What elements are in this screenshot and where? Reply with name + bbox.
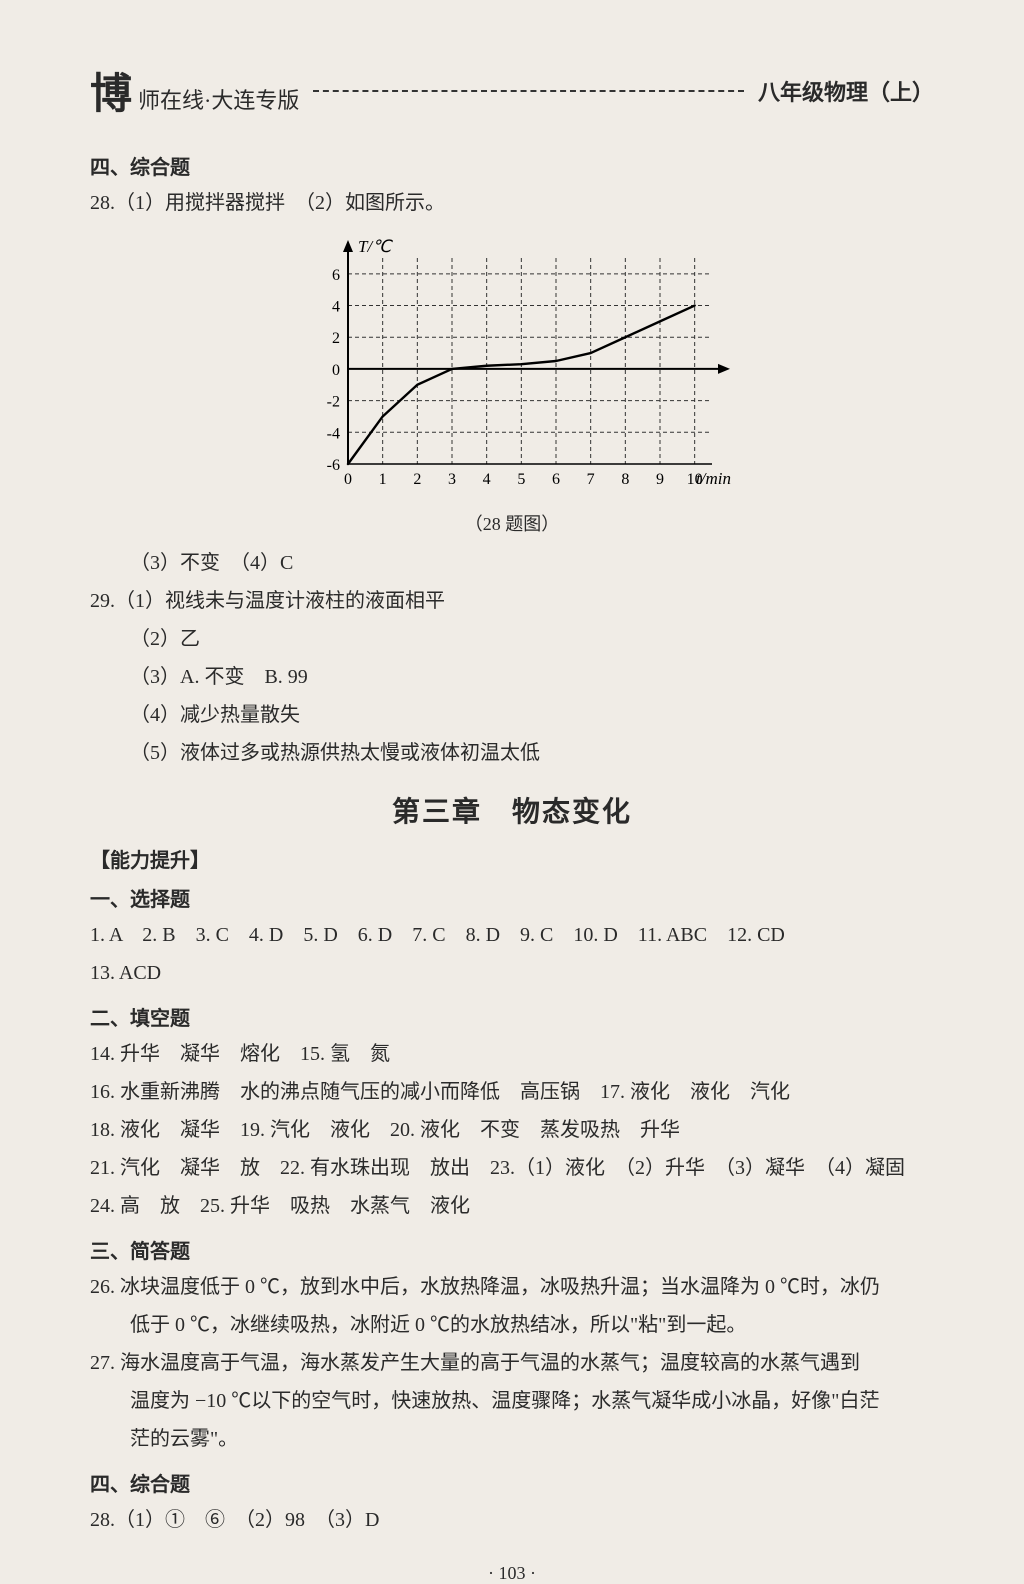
subheading-3: 三、简答题 [90, 1235, 934, 1264]
brand: 博 师在线·大连专版 [90, 60, 299, 121]
svg-text:-2: -2 [327, 394, 340, 411]
subheading-1: 一、选择题 [90, 883, 934, 912]
svg-text:T/℃: T/℃ [358, 238, 393, 256]
chart-caption: （28 题图） [90, 510, 934, 536]
temperature-chart: -6-4-20246012345678910T/℃t/min [292, 238, 732, 498]
q29-line-4: （4）减少热量散失 [90, 696, 934, 734]
svg-text:2: 2 [332, 330, 340, 347]
q29-line-1: 29.（1）视线未与温度计液柱的液面相平 [90, 582, 934, 620]
page-number: · 103 · [90, 1563, 934, 1584]
fill-24: 24. 高 放 25. 升华 吸热 水蒸气 液化 [90, 1187, 934, 1225]
subheading-4: 四、综合题 [90, 1468, 934, 1497]
brand-subtitle: 师在线·大连专版 [138, 83, 299, 115]
comp2-28: 28.（1）① ⑥ （2）98 （3）D [90, 1501, 934, 1539]
q28-line-2: （3）不变 （4）C [90, 544, 934, 582]
ability-heading: 【能力提升】 [90, 844, 934, 873]
q29-line-3: （3）A. 不变 B. 99 [90, 658, 934, 696]
chapter-title: 第三章 物态变化 [90, 790, 934, 830]
svg-text:4: 4 [483, 471, 491, 488]
page-header: 博 师在线·大连专版 八年级物理（上） [90, 60, 934, 121]
svg-text:3: 3 [448, 471, 456, 488]
brand-logo-char: 博 [90, 60, 132, 121]
fill-21: 21. 汽化 凝华 放 22. 有水珠出现 放出 23.（1）液化 （2）升华 … [90, 1149, 934, 1187]
fill-16: 16. 水重新沸腾 水的沸点随气压的减小而降低 高压锅 17. 液化 液化 汽化 [90, 1073, 934, 1111]
svg-text:0: 0 [344, 471, 352, 488]
svg-text:4: 4 [332, 299, 340, 316]
short-27-a: 27. 海水温度高于气温，海水蒸发产生大量的高于气温的水蒸气；温度较高的水蒸气遇… [90, 1344, 934, 1382]
svg-text:6: 6 [552, 471, 560, 488]
short-26-a: 26. 冰块温度低于 0 ℃，放到水中后，水放热降温，冰吸热升温；当水温降为 0… [90, 1268, 934, 1306]
chart-q28: -6-4-20246012345678910T/℃t/min [90, 238, 934, 504]
header-divider [313, 90, 744, 92]
svg-text:5: 5 [517, 471, 525, 488]
svg-text:6: 6 [332, 267, 340, 284]
svg-text:2: 2 [413, 471, 421, 488]
svg-text:-6: -6 [327, 457, 340, 474]
mcq-row-2: 13. ACD [90, 954, 934, 992]
mcq-row-1: 1. A 2. B 3. C 4. D 5. D 6. D 7. C 8. D … [90, 916, 934, 954]
q29-line-2: （2）乙 [90, 620, 934, 658]
subject-label: 八年级物理（上） [758, 75, 934, 107]
subheading-2: 二、填空题 [90, 1002, 934, 1031]
svg-text:0: 0 [332, 362, 340, 379]
fill-18: 18. 液化 凝华 19. 汽化 液化 20. 液化 不变 蒸发吸热 升华 [90, 1111, 934, 1149]
svg-text:t/min: t/min [696, 469, 731, 488]
short-27-c: 茫的云雾"。 [90, 1420, 934, 1458]
svg-text:1: 1 [379, 471, 387, 488]
fill-14: 14. 升华 凝华 熔化 15. 氢 氮 [90, 1035, 934, 1073]
short-26-b: 低于 0 ℃，冰继续吸热，冰附近 0 ℃的水放热结冰，所以"粘"到一起。 [90, 1306, 934, 1344]
svg-text:7: 7 [587, 471, 595, 488]
svg-text:-4: -4 [327, 425, 340, 442]
short-27-b: 温度为 −10 ℃以下的空气时，快速放热、温度骤降；水蒸气凝华成小冰晶，好像"白… [90, 1382, 934, 1420]
section-4-heading: 四、综合题 [90, 151, 934, 180]
svg-text:8: 8 [621, 471, 629, 488]
svg-text:9: 9 [656, 471, 664, 488]
q29-line-5: （5）液体过多或热源供热太慢或液体初温太低 [90, 734, 934, 772]
q28-line-1: 28.（1）用搅拌器搅拌 （2）如图所示。 [90, 184, 934, 222]
